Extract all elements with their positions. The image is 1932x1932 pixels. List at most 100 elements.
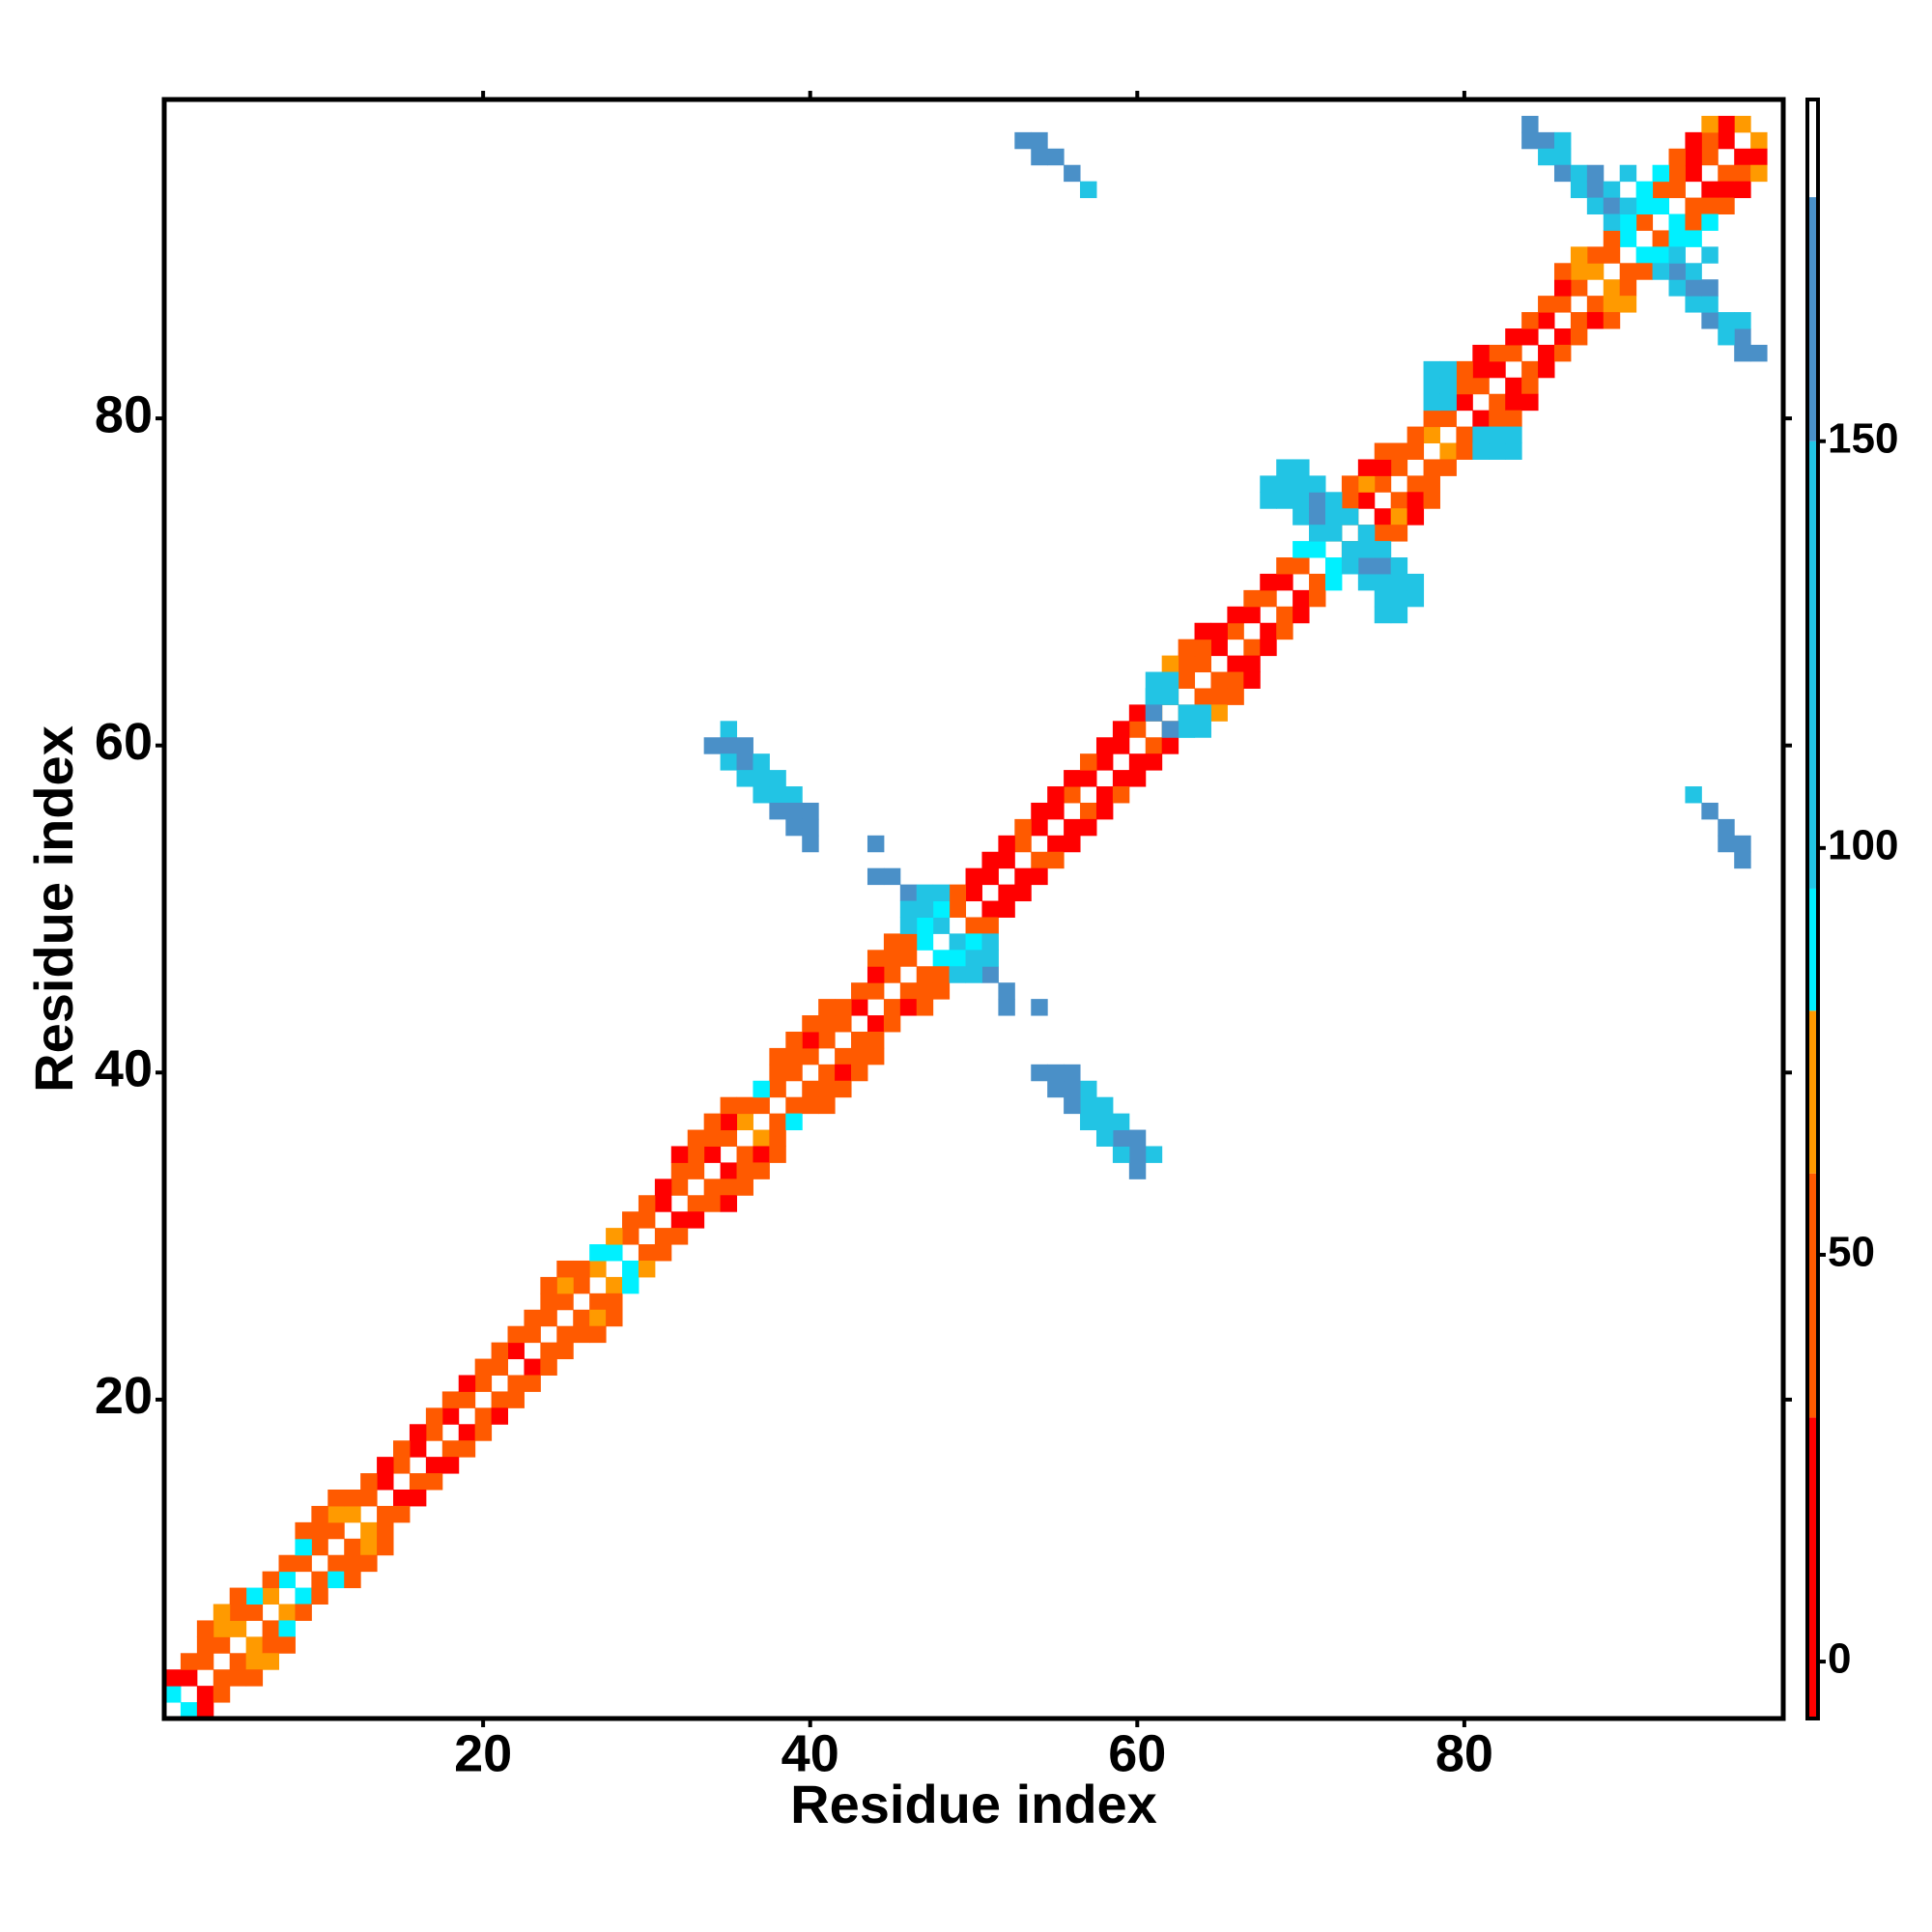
heatmap-cell (965, 867, 982, 886)
heatmap-cell (278, 1604, 296, 1621)
heatmap-cell (262, 1571, 280, 1589)
heatmap-cell (311, 1571, 328, 1589)
heatmap-cell (720, 1179, 738, 1196)
heatmap-cell (916, 999, 934, 1016)
heatmap-cell (1194, 655, 1211, 673)
heatmap-cell (524, 1325, 541, 1344)
heatmap-cell (932, 966, 951, 983)
heatmap-cell (556, 1342, 574, 1360)
heatmap-cell (1276, 492, 1293, 509)
heatmap-cell (1293, 508, 1310, 526)
heatmap-cell (1374, 589, 1392, 608)
heatmap-cell (213, 1620, 231, 1637)
heatmap-cell (916, 966, 934, 983)
heatmap-cell (1538, 312, 1555, 329)
heatmap-cell (196, 1702, 214, 1719)
heatmap-cell (1489, 360, 1506, 379)
heatmap-cell (1586, 197, 1605, 215)
heatmap-cell (720, 1162, 738, 1179)
heatmap-cell (556, 1276, 574, 1294)
heatmap-cell (1685, 213, 1702, 231)
heatmap-cell (802, 818, 819, 837)
heatmap-cell (262, 1653, 280, 1670)
heatmap-cell (1718, 164, 1735, 183)
heatmap-cell (916, 884, 934, 902)
heatmap-cell (1553, 296, 1572, 313)
heatmap-cell (736, 1146, 753, 1163)
heatmap-cell (818, 1031, 836, 1049)
heatmap-cell (1112, 721, 1130, 738)
heatmap-cell (1423, 426, 1440, 444)
heatmap-cell (1276, 573, 1293, 591)
heatmap-cell (981, 851, 999, 869)
heatmap-cell (883, 867, 901, 886)
heatmap-cell (1309, 541, 1326, 558)
heatmap-cell (1064, 1096, 1081, 1115)
heatmap-cell (1423, 459, 1440, 476)
heatmap-cell (1718, 181, 1735, 199)
heatmap-cell (327, 1571, 345, 1589)
heatmap-cell (441, 1457, 460, 1474)
heatmap-cell (540, 1293, 557, 1311)
heatmap-cell (1652, 230, 1669, 247)
heatmap-cell (507, 1342, 525, 1360)
heatmap-cell (1374, 442, 1392, 460)
heatmap-cell (1031, 1064, 1048, 1082)
heatmap-cell (867, 835, 885, 853)
heatmap-cell (981, 933, 999, 951)
x-tick-label: 20 (454, 1724, 512, 1782)
heatmap-cell (1505, 393, 1522, 412)
heatmap-cell (245, 1653, 264, 1670)
heatmap-cell (883, 933, 901, 951)
heatmap-cell (311, 1505, 328, 1523)
heatmap-cell (491, 1407, 509, 1425)
heatmap-cell (965, 884, 982, 902)
heatmap-cell (1112, 737, 1130, 754)
heatmap-cell (1374, 557, 1392, 575)
heatmap-cell (1047, 148, 1065, 166)
heatmap-cell (916, 933, 934, 951)
heatmap-cell (899, 917, 918, 934)
heatmap-cell (377, 1473, 394, 1491)
x-tick-label: 60 (1108, 1724, 1166, 1782)
heatmap-cell (949, 950, 967, 967)
heatmap-cell (1685, 148, 1702, 166)
heatmap-cell (573, 1325, 590, 1344)
heatmap-cell (1210, 639, 1228, 657)
heatmap-cell (229, 1587, 247, 1605)
heatmap-cell (687, 1211, 705, 1229)
heatmap-cell (1734, 835, 1751, 853)
colorbar-segment (1807, 1010, 1818, 1174)
heatmap-cell (1456, 442, 1473, 460)
heatmap-cell (1112, 770, 1130, 787)
heatmap-cell (1570, 164, 1588, 183)
heatmap-cell (1145, 671, 1163, 689)
heatmap-cell (245, 1587, 264, 1605)
heatmap-cell (835, 1064, 852, 1082)
heatmap-cell (1652, 164, 1669, 183)
heatmap-cell (1064, 1064, 1081, 1082)
heatmap-cell (753, 1080, 770, 1098)
heatmap-cell (344, 1538, 361, 1556)
heatmap-cell (441, 1391, 460, 1408)
heatmap-cell (785, 802, 803, 820)
heatmap-cell (851, 1047, 868, 1065)
heatmap-cell (1701, 279, 1719, 297)
heatmap-cell (736, 1113, 753, 1131)
heatmap-cell (1128, 770, 1147, 787)
heatmap-cell (1423, 393, 1440, 412)
heatmap-cell (785, 1047, 803, 1065)
heatmap-cell (213, 1636, 231, 1654)
heatmap-cell (769, 802, 786, 820)
heatmap-cell (507, 1391, 525, 1408)
heatmap-cell (1128, 1162, 1147, 1179)
heatmap-cell (409, 1440, 427, 1458)
heatmap-cell (327, 1521, 345, 1540)
heatmap-cell (785, 1064, 803, 1082)
heatmap-cell (1260, 492, 1277, 509)
colorbar-frame (1805, 98, 1820, 1720)
heatmap-cell (474, 1424, 493, 1441)
heatmap-cell (1374, 525, 1392, 542)
heatmap-cell (1112, 1146, 1130, 1163)
heatmap-cell (1194, 639, 1211, 657)
